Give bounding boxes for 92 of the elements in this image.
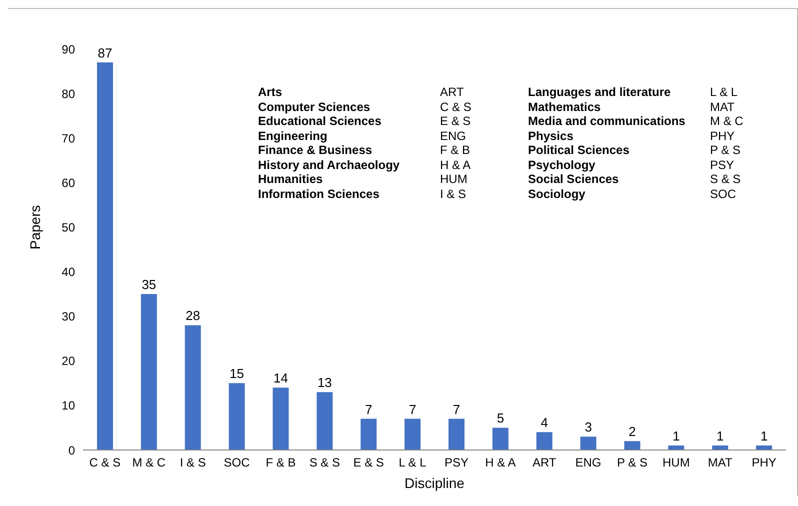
x-tick-label: I & S [180, 456, 206, 470]
data-label: 87 [98, 45, 112, 60]
annotation: S & S [710, 172, 741, 186]
x-tick-label: HUM [662, 456, 690, 470]
data-label: 7 [365, 402, 372, 417]
annotation: Information Sciences [258, 186, 380, 200]
x-axis-title: Discipline [404, 475, 465, 491]
annotation: M & C [710, 114, 744, 128]
annotation: Languages and literature [528, 85, 671, 99]
annotation: Mathematics [528, 100, 601, 114]
data-label: 7 [408, 402, 416, 417]
y-tick-label: 0 [68, 443, 76, 458]
x-tick-label: F & B [266, 456, 296, 470]
annotation: Psychology [528, 158, 596, 172]
bar [404, 418, 421, 450]
y-tick-label: 40 [62, 265, 76, 280]
bar [756, 446, 772, 450]
data-label: 35 [142, 277, 156, 292]
data-label: 5 [496, 410, 504, 426]
bar [536, 432, 552, 450]
annotation: Engineering [258, 128, 328, 142]
annotation: ENG [440, 128, 466, 142]
annotation: Finance & Business [258, 143, 372, 157]
y-tick-label: 80 [62, 86, 76, 101]
x-tick-label: S & S [309, 456, 340, 470]
annotation: E & S [440, 114, 471, 128]
annotation: Social Sciences [528, 172, 619, 186]
data-label: 1 [716, 428, 724, 444]
annotation: C & S [440, 100, 472, 114]
annotation: Humanities [258, 172, 323, 186]
x-tick-label: PHY [752, 456, 776, 470]
bar [97, 62, 113, 450]
y-tick-label: 30 [62, 310, 76, 324]
x-tick-label: M & C [132, 456, 166, 470]
bar [580, 436, 596, 450]
annotation: Political Sciences [528, 143, 630, 157]
x-tick-label: P & S [616, 456, 648, 470]
x-tick-label: PSY [444, 456, 468, 470]
data-label: 1 [672, 428, 680, 444]
y-tick-label: 60 [62, 176, 76, 190]
annotation: H & A [440, 158, 471, 172]
x-tick-label: L & L [398, 456, 427, 470]
data-label: 15 [230, 366, 244, 382]
bar [360, 418, 377, 450]
annotation: P & S [710, 143, 740, 157]
annotation: L & L [710, 85, 738, 99]
annotation: Arts [258, 85, 282, 99]
y-tick-label: 10 [62, 398, 76, 413]
y-tick-label: 50 [62, 220, 76, 234]
x-tick-label: C & S [89, 456, 121, 470]
annotation: F & B [440, 143, 470, 157]
x-tick-label: SOC [224, 456, 250, 470]
data-label: 7 [452, 402, 460, 417]
data-label: 4 [540, 415, 548, 430]
annotation: MAT [710, 100, 734, 114]
bar [316, 392, 333, 450]
annotation: Physics [528, 128, 574, 142]
bar [228, 383, 245, 450]
annotation: Media and communications [528, 114, 686, 128]
annotation: History and Archaeology [258, 158, 400, 172]
y-tick-label: 90 [62, 42, 76, 56]
x-tick-label: ART [532, 456, 557, 470]
x-tick-label: E & S [353, 456, 384, 470]
x-tick-label: ENG [575, 456, 602, 470]
y-tick-label: 20 [62, 354, 76, 368]
bar [492, 428, 508, 450]
bar [448, 418, 464, 450]
annotation: PSY [710, 158, 734, 172]
bar [712, 446, 728, 450]
annotation: ART [440, 85, 464, 99]
bar [272, 388, 289, 450]
y-axis-title: Papers [26, 205, 43, 250]
data-label: 28 [186, 308, 200, 324]
data-label: 2 [628, 424, 636, 440]
data-label: 14 [274, 370, 288, 386]
data-label: 1 [760, 428, 768, 444]
annotation: PHY [710, 128, 735, 142]
bar [184, 325, 201, 450]
annotation: SOC [710, 186, 736, 200]
bar [624, 441, 640, 450]
annotation: HUM [440, 172, 468, 186]
x-tick-label: H & A [485, 456, 516, 470]
annotation: I & S [440, 186, 466, 200]
bar [668, 446, 684, 450]
data-label: 3 [584, 420, 592, 435]
annotation: Computer Sciences [258, 100, 370, 114]
data-label: 13 [317, 375, 332, 390]
x-tick-label: MAT [708, 456, 733, 470]
annotation: Educational Sciences [258, 114, 382, 128]
y-tick-label: 70 [62, 131, 76, 146]
annotation: Sociology [528, 186, 586, 200]
bar [140, 294, 157, 450]
